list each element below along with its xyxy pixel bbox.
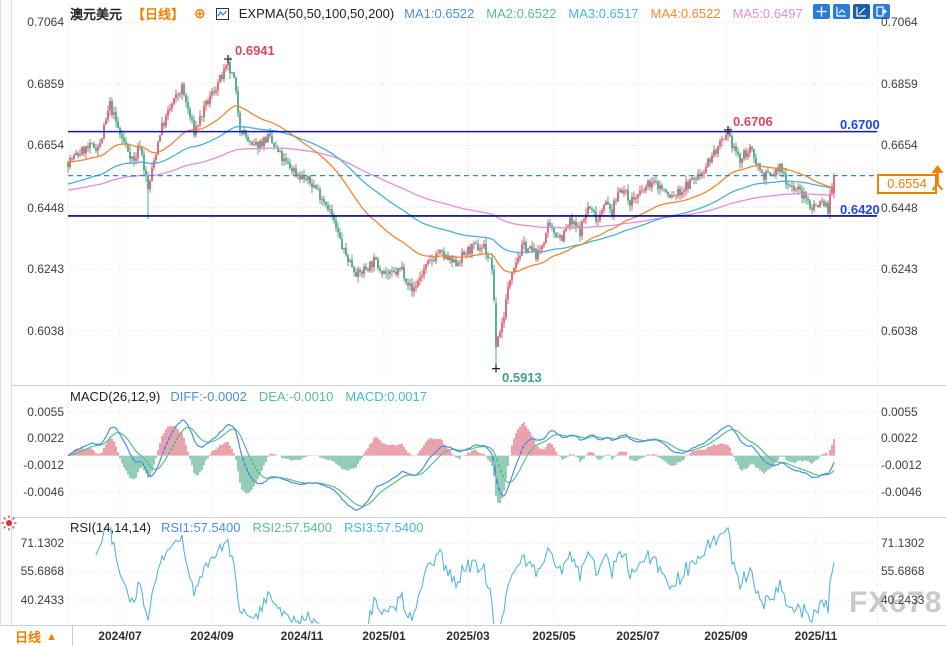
indicator-chart-icon [215,7,229,20]
axis-scale-tool-button[interactable] [853,4,870,19]
period-tag[interactable]: 【日线】 [132,7,185,22]
annotation-high-2: 0.6706 [733,113,773,129]
rsi-panel-title: RSI(14,14,14) [70,520,151,535]
main-chart-header: 澳元美元 【日线】 ⊕ EXPMA(50,50,100,50,200) MA1:… [70,4,803,23]
rsi-legend-value: RSI2:57.5400 [252,520,332,535]
period-selector[interactable]: 日线 ▲ [0,626,73,646]
chart-toolbar [813,4,890,19]
macd-legend: DIFF:-0.0002 DEA:-0.0010 MACD:0.0017 [170,389,427,404]
fit-scale-tool-button[interactable] [833,4,850,19]
macd-panel-header: MACD(26,12,9) DIFF:-0.0002 DEA:-0.0010 MAC… [70,389,427,404]
symbol-name: 澳元美元 [70,7,123,22]
annotation-low: 0.5913 [502,369,542,385]
rsi-legend-value: RSI1:57.5400 [160,520,241,535]
period-label: 日线 [15,630,42,645]
macd-legend-value: DEA:-0.0010 [258,389,334,404]
lower-hline-label: 0.6420 [840,201,880,217]
indicator-label: EXPMA(50,50,100,50,200) [238,6,395,21]
add-indicator-icon[interactable]: ⊕ [194,5,206,21]
watermark: FX678 [849,586,943,619]
last-price-value: 0.6554 [887,175,927,191]
annotation-high-1: 0.6941 [235,43,275,59]
panel-splitter[interactable] [0,0,12,646]
rsi-legend: RSI1:57.5400 RSI2:57.5400 RSI3:57.5400 [161,520,424,535]
ma-legend-value: MA5:0.6497 [732,6,803,21]
pan-right-tool-button[interactable] [873,4,890,19]
price-up-arrow-icon [931,164,944,196]
last-price-box: 0.6554 [877,173,937,194]
ma-legend: MA1:0.6522 MA2:0.6522 MA3:0.6517 MA4:0.6522… [404,6,803,21]
macd-panel-title: MACD(26,12,9) [70,389,161,404]
x-axis-bar: 日线 ▲ [0,625,946,646]
ma-legend-value: MA1:0.6522 [404,6,475,21]
ma-legend-value: MA4:0.6522 [650,6,721,21]
macd-legend-value: MACD:0.0017 [345,389,427,404]
ma-legend-value: MA2:0.6522 [486,6,557,21]
ma-legend-value: MA3:0.6517 [568,6,639,21]
upper-hline-label: 0.6700 [840,116,880,132]
hot-marker-icon [1,515,17,536]
up-triangle-icon: ▲ [46,630,57,643]
macd-legend-value: DIFF:-0.0002 [170,389,247,404]
rsi-legend-value: RSI3:57.5400 [343,520,424,535]
move-tool-button[interactable] [813,4,830,19]
rsi-panel-header: RSI(14,14,14) RSI1:57.5400 RSI2:57.5400 RS… [70,520,423,535]
